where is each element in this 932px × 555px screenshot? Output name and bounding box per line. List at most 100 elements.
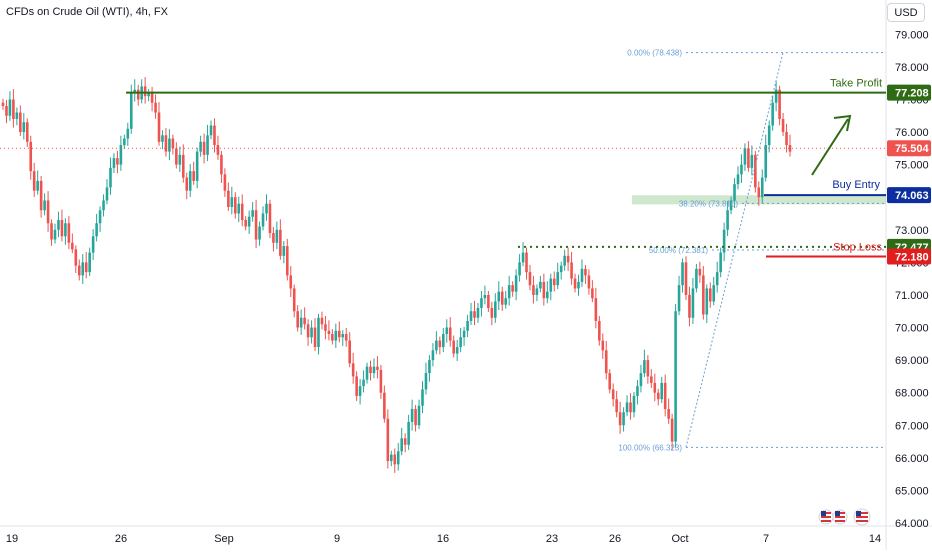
candle-body (764, 145, 768, 178)
candle-body (334, 330, 338, 341)
candle-body (431, 350, 435, 361)
candle-body (119, 145, 123, 165)
candle-body (615, 399, 618, 413)
candle-body (740, 164, 743, 175)
candle-body (542, 281, 546, 299)
candle-body (136, 89, 140, 100)
candle-body (306, 324, 310, 338)
candle-body (105, 187, 109, 201)
candle-body (719, 252, 722, 273)
candle-body (507, 285, 511, 299)
candle-body (337, 330, 341, 338)
candle-body (188, 171, 192, 191)
candle-body (389, 454, 393, 462)
candle-body (29, 141, 33, 172)
candle-body (126, 128, 130, 139)
candle-body (424, 373, 428, 390)
candle-body (511, 285, 514, 292)
currency-button[interactable]: USD (887, 3, 925, 22)
candle-body (164, 135, 168, 152)
y-tick-label: 75.000 (895, 160, 929, 172)
candle-body (57, 220, 60, 230)
candle-body (494, 301, 497, 318)
buy-entry-tag (887, 187, 931, 204)
candle-body (396, 451, 400, 465)
candle-body (469, 311, 473, 322)
candle-body (660, 382, 664, 400)
candle-body (601, 340, 605, 351)
stop-loss-label: Stop Loss (833, 241, 882, 253)
x-tick-label: 26 (115, 533, 127, 545)
candle-body (722, 229, 726, 253)
candle-body (1, 102, 5, 106)
candle-body (778, 89, 781, 120)
candle-body (504, 298, 508, 305)
candle-body (84, 262, 88, 273)
fib-level-label: 50.00% (72.381) (649, 246, 708, 255)
candle-body (230, 197, 234, 207)
candle-body (365, 366, 369, 380)
candle-body (466, 321, 469, 331)
candle-body (320, 317, 324, 325)
candle-body (258, 226, 261, 240)
candle-body (487, 294, 490, 308)
candle-body (521, 252, 525, 263)
candle-body (650, 376, 653, 383)
candle-body (98, 210, 102, 224)
stop-loss-price-label: 72.180 (895, 251, 929, 263)
candle-body (376, 366, 379, 370)
candle-body (684, 262, 688, 295)
candle-body (22, 122, 26, 133)
candle-body (355, 376, 358, 396)
candle-body (535, 288, 539, 295)
candle-body (760, 177, 764, 198)
y-tick-label: 69.000 (895, 355, 929, 367)
candle-body (587, 275, 591, 289)
candle-body (774, 89, 778, 103)
candle-body (754, 154, 757, 188)
y-tick-label: 66.000 (895, 453, 929, 465)
x-tick-label: 23 (546, 533, 558, 545)
candle-body (445, 327, 449, 335)
candle-body (632, 395, 636, 413)
candle-body (462, 330, 466, 338)
y-tick-label: 65.000 (895, 485, 929, 497)
candle-body (50, 223, 53, 240)
candle-body (729, 200, 733, 211)
candle-body (109, 167, 112, 188)
candle-body (546, 291, 549, 299)
candle-body (448, 327, 452, 341)
candle-body (116, 158, 119, 165)
candle-body (185, 177, 189, 191)
candle-body (192, 171, 195, 181)
candle-body (265, 203, 268, 214)
candle-body (455, 347, 459, 354)
candle-body (64, 223, 67, 237)
candle-body (8, 99, 12, 116)
candle-body (369, 366, 372, 374)
candle-body (757, 187, 761, 198)
y-tick-label: 73.000 (895, 225, 929, 237)
candle-body (102, 200, 105, 211)
last-price-price-label: 75.504 (895, 143, 930, 155)
fib-level-label: 0.00% (78.438) (627, 49, 682, 58)
candle-body (691, 288, 695, 318)
take-profit-tag (887, 84, 931, 101)
candle-body (112, 158, 116, 168)
candle-body (74, 249, 78, 266)
candle-body (771, 102, 774, 126)
candle-body (175, 148, 178, 165)
candle-body (237, 203, 241, 214)
candle-body (216, 145, 220, 155)
candle-body (688, 294, 691, 318)
candle-body (442, 334, 445, 348)
candle-body (611, 389, 615, 400)
candle-body (421, 389, 424, 406)
candle-body (372, 366, 376, 374)
candle-body (351, 363, 355, 377)
last-price-tag (887, 140, 931, 157)
candle-body (559, 265, 563, 273)
candle-body (154, 102, 157, 113)
